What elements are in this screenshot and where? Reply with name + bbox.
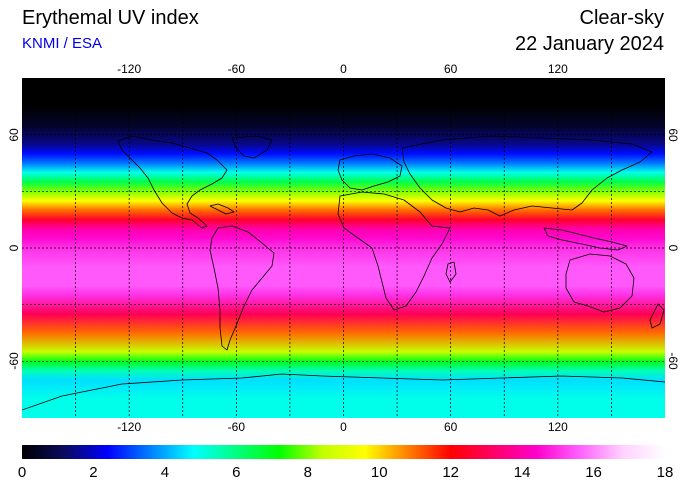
latitude-tick-label: 60 [7,127,21,142]
coast-antarctica [22,373,665,411]
colorbar-label: 18 [656,464,674,481]
colorbar-label: 10 [370,464,388,481]
longitude-tick-label: -120 [117,420,142,434]
colorbar-label: 6 [232,464,241,481]
colorbar-label: 8 [303,464,312,481]
longitude-tick-label: 120 [547,420,568,434]
date-label: 22 January 2024 [514,33,664,55]
longitude-tick-label: -60 [227,420,245,434]
latitude-tick-label: -60 [7,352,21,370]
coastlines [22,135,665,411]
coast-asia [401,135,653,217]
longitude-tick-label: -60 [227,62,245,76]
sky-condition-label: Clear-sky [579,7,664,29]
colorbar-label: 16 [585,464,602,481]
coast-europe [337,153,403,191]
colorbar-label: 2 [89,464,98,481]
uv-color-scale [22,445,665,459]
longitude-tick-label: 60 [443,62,458,76]
lat-lon-gridlines [22,78,665,418]
coast-madagascar [445,261,457,283]
coast-greenland [231,135,273,159]
longitude-tick-label: 0 [340,62,347,76]
longitude-tick-label: -120 [117,62,142,76]
coast-caribbean [209,203,235,215]
coast-new-zealand [649,303,665,329]
longitude-tick-label: 120 [547,62,568,76]
longitude-tick-label: 60 [443,420,458,434]
colorbar-label: 0 [17,464,27,481]
source-label: KNMI / ESA [22,35,103,52]
latitude-tick-label: -60 [666,352,680,370]
latitude-tick-label: 0 [666,244,680,252]
coast-australia [565,253,635,313]
longitude-tick-label: 0 [340,420,347,434]
colorbar-label: 4 [160,464,170,481]
coast-north-america [117,135,228,229]
latitude-tick-label: 60 [666,127,680,142]
colorbar-label: 14 [513,464,531,481]
map-title: Erythemal UV index [22,7,199,29]
uv-index-map [22,78,665,418]
latitude-tick-label: 0 [7,244,21,252]
coast-south-america [209,225,275,351]
colorbar-label: 12 [442,464,459,481]
coast-africa [337,191,451,311]
